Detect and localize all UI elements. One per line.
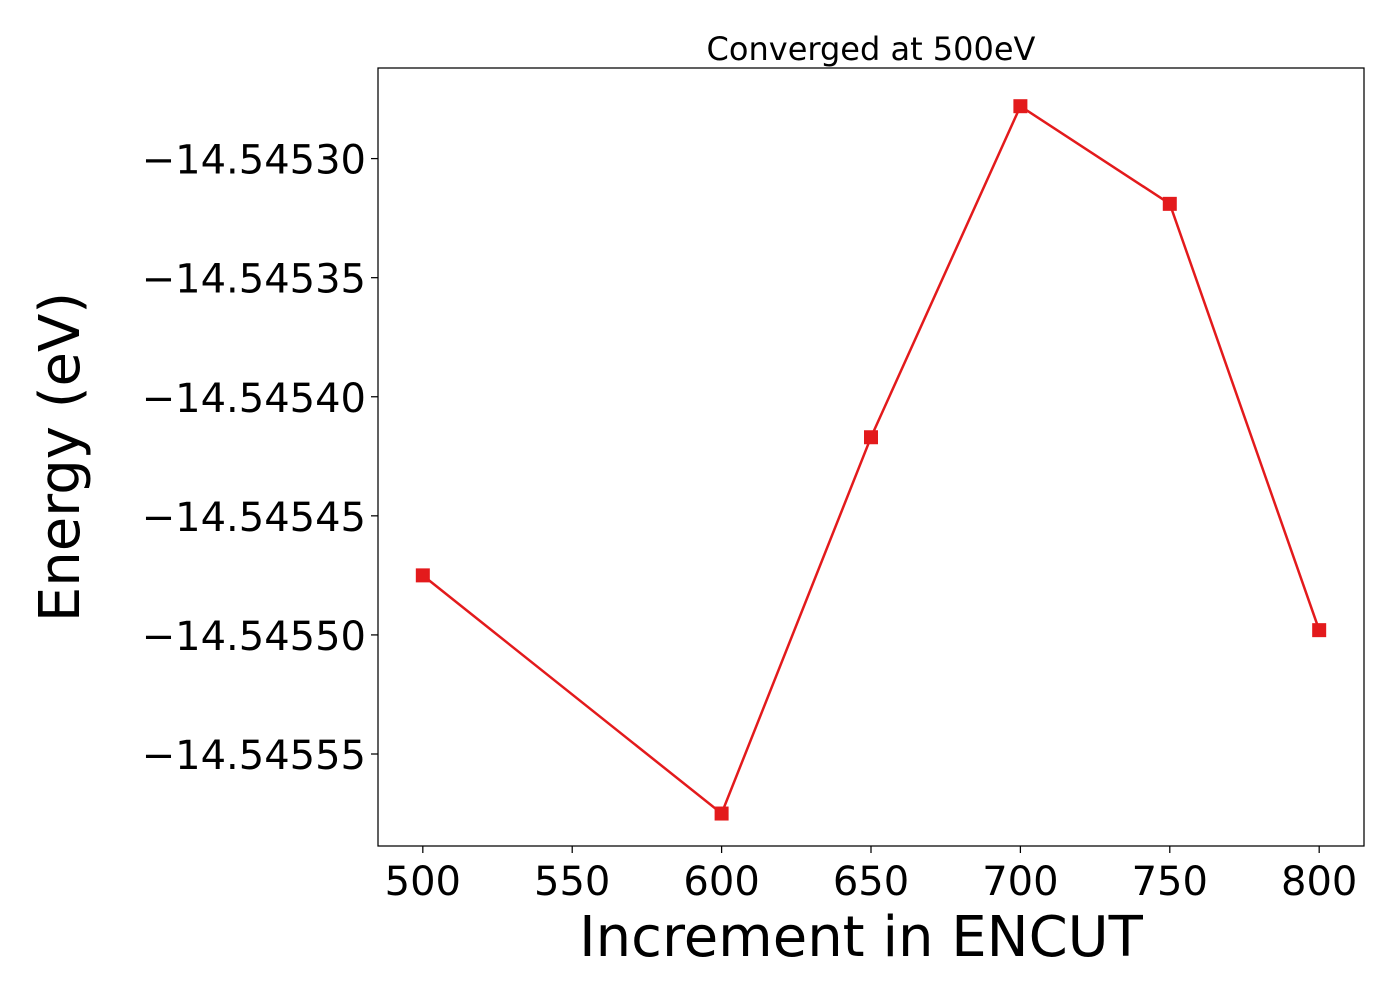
x-tick-label: 550 xyxy=(534,859,610,905)
y-axis: −14.54530 −14.54535 −14.54540 −14.54545 −14.… xyxy=(142,138,378,779)
x-tick-label: 650 xyxy=(833,859,909,905)
chart-title: Converged at 500eV xyxy=(707,30,1036,68)
x-tick-label: 700 xyxy=(982,859,1058,905)
x-axis-label: Increment in ENCUT xyxy=(579,905,1144,970)
plot-area xyxy=(377,67,1365,847)
series-layer xyxy=(415,99,1327,821)
data-point xyxy=(714,806,729,821)
y-tick-label: −14.54555 xyxy=(142,733,366,779)
series-line xyxy=(422,104,1321,816)
y-tick-label: −14.54550 xyxy=(142,614,366,660)
x-tick-label: 800 xyxy=(1281,859,1357,905)
y-tick-label: −14.54545 xyxy=(142,495,366,541)
data-point xyxy=(1312,623,1327,638)
data-point xyxy=(864,430,878,445)
x-tick-label: 500 xyxy=(385,859,461,905)
y-tick-label: −14.54535 xyxy=(142,257,366,303)
y-tick-label: −14.54540 xyxy=(142,376,366,422)
x-tick-label: 750 xyxy=(1132,859,1208,905)
x-tick-label: 600 xyxy=(683,859,759,905)
x-axis: 500 550 600 650 700 750 800 xyxy=(385,846,1357,905)
y-tick-label: −14.54530 xyxy=(142,138,366,184)
data-point xyxy=(415,568,430,583)
data-point xyxy=(1013,99,1028,114)
data-point xyxy=(1162,196,1177,211)
y-axis-label: Energy (eV) xyxy=(28,292,93,622)
